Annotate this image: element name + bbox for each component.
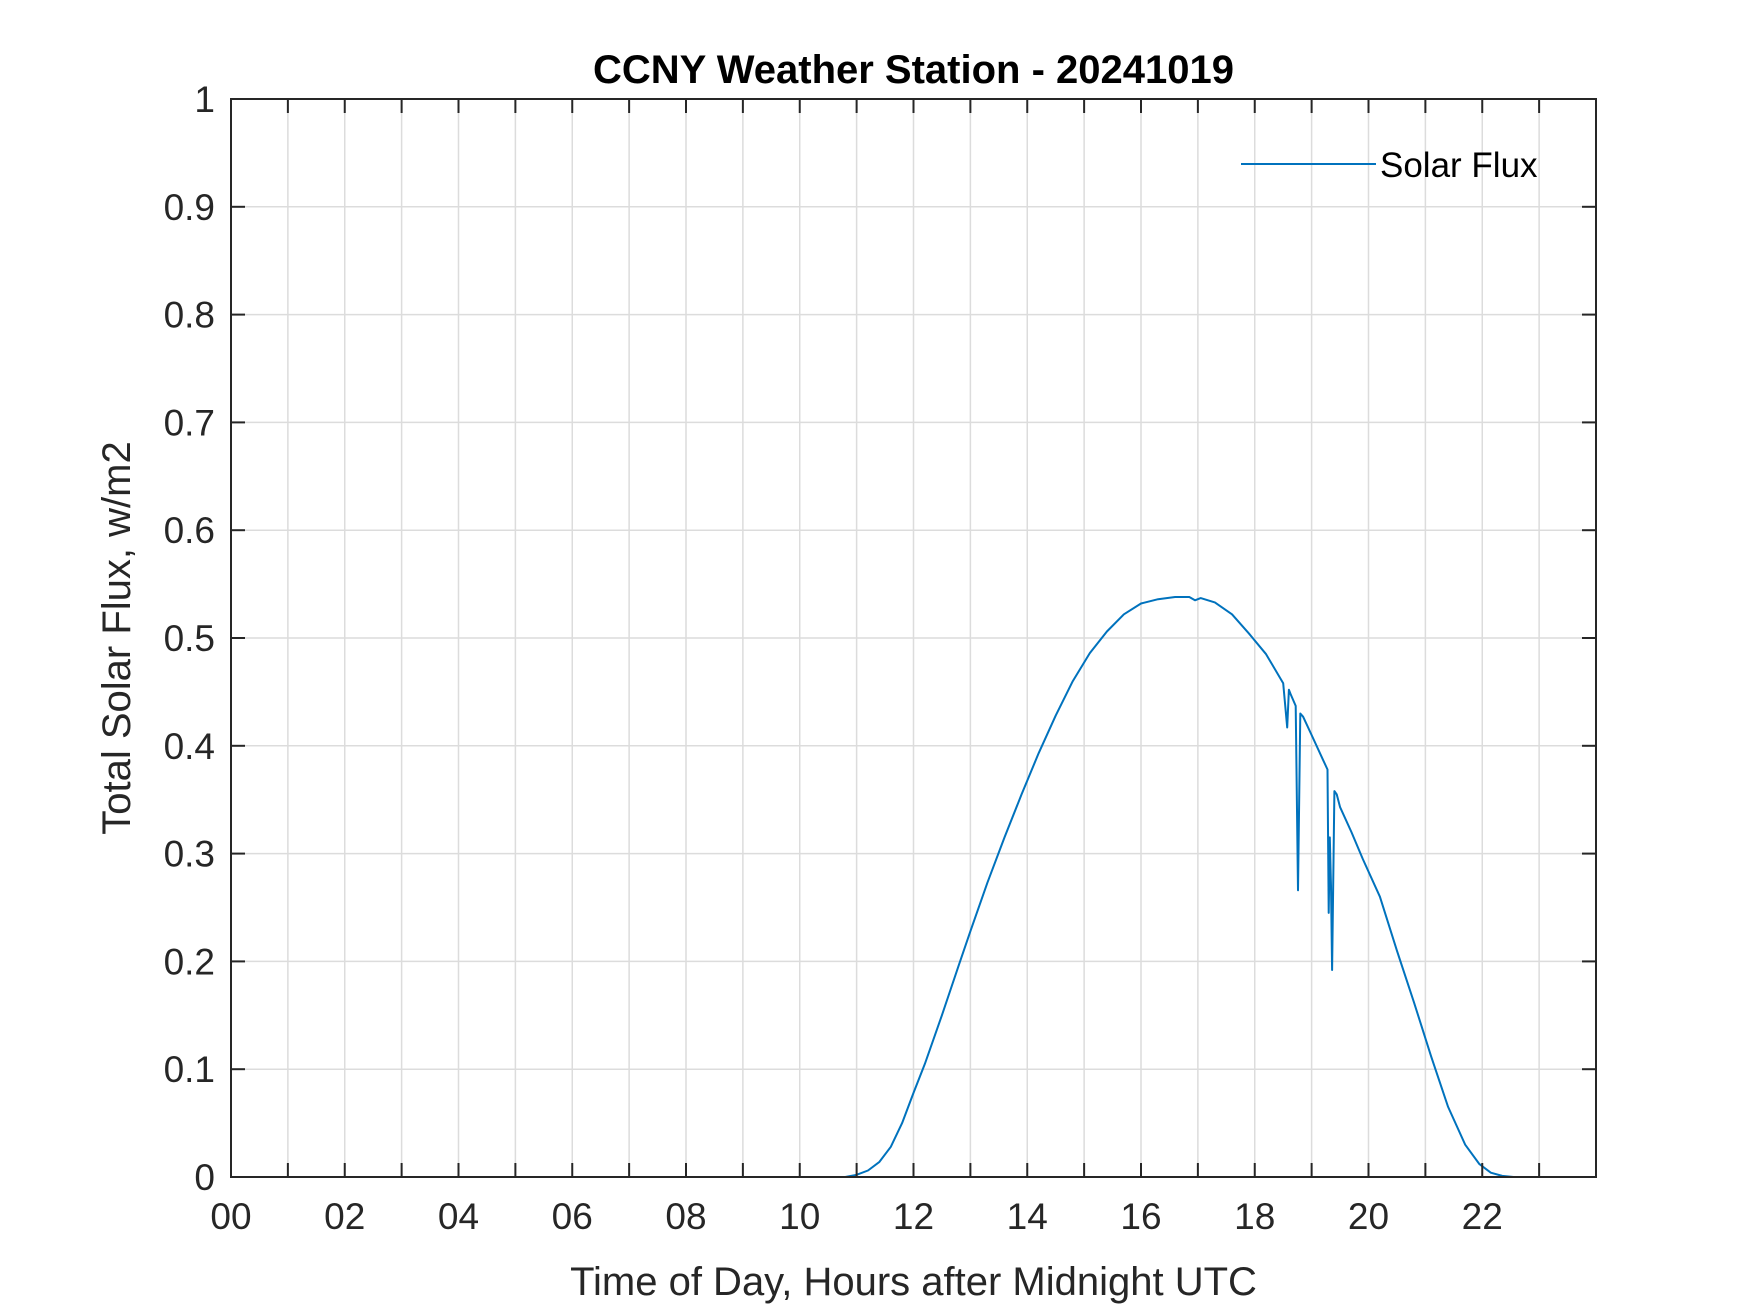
x-tick-label: 16 [1120,1196,1161,1237]
y-axis-label: Total Solar Flux, w/m2 [95,441,139,834]
y-tick-label: 1 [194,79,215,120]
x-tick-label: 22 [1462,1196,1503,1237]
y-tick-label: 0.5 [164,618,215,659]
x-tick-label: 06 [552,1196,593,1237]
series-line-solar-flux [231,596,1596,1178]
y-tick-label: 0.2 [164,941,215,982]
x-tick-label: 10 [779,1196,820,1237]
y-tick-label: 0.9 [164,187,215,228]
grid [231,99,1596,1177]
y-tick-label: 0.6 [164,510,215,551]
x-tick-label: 20 [1348,1196,1389,1237]
x-tick-label: 12 [893,1196,934,1237]
x-tick-label: 00 [210,1196,251,1237]
x-tick-label: 14 [1007,1196,1048,1237]
x-tick-label: 04 [438,1196,479,1237]
y-tick-label: 0.7 [164,402,215,443]
legend-label-solar-flux: Solar Flux [1380,146,1538,185]
y-tick-label: 0.4 [164,726,215,767]
x-tick-label: 02 [324,1196,365,1237]
y-tick-label: 0 [194,1157,215,1198]
legend: Solar Flux [1241,146,1538,185]
y-tick-label: 0.8 [164,295,215,336]
series-group [231,596,1596,1178]
x-axis-label: Time of Day, Hours after Midnight UTC [570,1260,1257,1304]
x-tick-label: 08 [665,1196,706,1237]
x-axis: 00 02 04 06 08 10 12 14 16 18 20 22 [210,99,1597,1237]
y-tick-label: 0.1 [164,1049,215,1090]
y-axis: 0 0.1 0.2 0.3 0.4 0.5 0.6 0.7 0.8 0.9 1 [164,79,1596,1198]
chart-title: CCNY Weather Station - 20241019 [593,48,1234,92]
y-tick-label: 0.3 [164,834,215,875]
x-tick-label: 18 [1234,1196,1275,1237]
